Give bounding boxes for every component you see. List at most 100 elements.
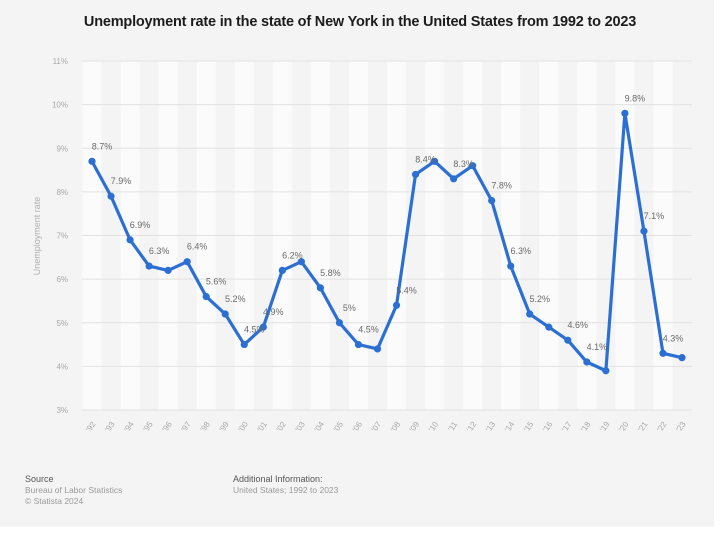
x-tick-label: '17	[560, 420, 574, 434]
data-point	[221, 310, 229, 318]
x-tick-label: '12	[465, 420, 479, 434]
data-label: 4.1%	[587, 342, 608, 352]
x-tick-label: '22	[655, 420, 669, 434]
data-point	[373, 345, 382, 353]
x-tick-label: '97	[179, 420, 193, 434]
x-tick-label: '00	[237, 420, 251, 434]
x-tick-label: '95	[141, 420, 155, 434]
data-label: 8.4%	[415, 154, 436, 164]
x-tick-label: '02	[275, 420, 289, 434]
y-tick-label: 9%	[56, 144, 68, 153]
data-point	[678, 354, 686, 362]
data-point	[411, 170, 420, 179]
gridlines	[82, 60, 692, 411]
data-point	[297, 258, 305, 266]
data-label: 9.8%	[625, 93, 646, 103]
data-label: 4.5%	[244, 325, 265, 335]
series-line	[90, 111, 684, 373]
data-point	[488, 197, 496, 205]
data-point	[183, 258, 191, 266]
x-tick-label: '03	[294, 420, 308, 434]
data-label: 6.2%	[282, 250, 303, 260]
data-point	[164, 266, 172, 274]
data-point	[507, 262, 515, 270]
data-point	[640, 227, 648, 235]
x-tick-label: '13	[484, 420, 498, 434]
data-label: 5.8%	[320, 268, 341, 278]
source-line: © Statista 2024	[25, 496, 84, 506]
data-label: 4.6%	[568, 320, 589, 330]
data-point	[126, 236, 134, 244]
data-point	[202, 292, 210, 301]
series-unemployment-rate	[88, 109, 686, 375]
y-tick-label: 10%	[52, 101, 68, 110]
x-tick-label: '10	[427, 420, 441, 434]
y-tick-label: 11%	[53, 57, 68, 66]
data-label: 6.9%	[130, 220, 151, 230]
x-tick-label: '16	[541, 420, 555, 434]
x-tick-label: '04	[313, 420, 327, 434]
data-point	[88, 157, 96, 165]
data-point	[659, 349, 667, 357]
data-point	[564, 336, 572, 344]
data-label: 6.3%	[149, 246, 170, 256]
x-tick-label: '23	[674, 420, 688, 434]
x-tick-label: '11	[446, 420, 459, 434]
x-axis-ticks: '92 '93 '94 '95 '96 '97 '98 '99 '00 '01 '02 '03 '04 '…	[84, 420, 688, 434]
x-tick-label: '07	[370, 420, 384, 434]
data-point	[145, 262, 153, 270]
data-point	[259, 323, 267, 331]
y-tick-label: 3%	[56, 406, 68, 415]
source-line: Bureau of Labor Statistics	[25, 485, 123, 495]
x-tick-label: '21	[636, 420, 650, 434]
data-label: 7.8%	[491, 181, 512, 191]
data-point	[392, 301, 401, 309]
x-tick-label: '94	[122, 420, 136, 434]
data-label: 6.3%	[510, 246, 531, 256]
x-tick-label: '14	[503, 420, 517, 434]
additional-info-block: Additional Information: United States; 1…	[233, 474, 338, 496]
source-block: Source Bureau of Labor Statistics © Stat…	[25, 474, 122, 507]
x-tick-label: '98	[198, 420, 212, 434]
x-tick-label: '06	[351, 420, 365, 434]
y-axis-ticks: 3% 4% 5% 6% 7% 8% 9% 10% 11%	[52, 57, 68, 415]
x-tick-label: '05	[332, 420, 346, 434]
data-label: 5.2%	[529, 294, 550, 304]
x-tick-label: '15	[522, 420, 536, 434]
data-label: 5.2%	[225, 294, 246, 304]
data-point	[526, 310, 534, 318]
data-point	[469, 162, 477, 170]
data-label: 6.4%	[187, 242, 208, 252]
x-tick-label: '19	[598, 420, 612, 434]
x-tick-label: '99	[218, 420, 232, 434]
data-point	[602, 367, 610, 375]
data-labels: 8.7% 7.9% 6.9% 6.3% 6.4% 5.6% 5.2% 4.5% 4.9% 6.2%…	[92, 93, 683, 352]
x-tick-label: '18	[579, 420, 593, 434]
data-point	[583, 358, 591, 366]
data-point	[278, 266, 286, 274]
x-tick-label: '92	[84, 420, 98, 434]
data-point	[450, 175, 458, 183]
data-label: 4.3%	[663, 333, 684, 343]
data-label: 5%	[343, 303, 356, 313]
x-tick-label: '96	[160, 420, 174, 434]
x-tick-label: '93	[103, 420, 117, 434]
x-tick-label: '09	[408, 420, 422, 434]
data-point	[430, 157, 439, 165]
data-label: 4.9%	[263, 307, 284, 317]
y-tick-label: 8%	[56, 188, 68, 197]
data-point	[240, 340, 248, 349]
y-tick-label: 4%	[56, 362, 68, 371]
data-point	[545, 323, 553, 331]
data-point	[354, 340, 363, 349]
y-axis-label: Unemployment rate	[32, 197, 42, 276]
data-label: 7.1%	[644, 211, 665, 221]
additional-info-heading: Additional Information:	[233, 474, 323, 484]
x-tick-label: '20	[617, 420, 631, 434]
data-point	[316, 284, 324, 292]
x-tick-label: '08	[389, 420, 403, 434]
data-label: 4.5%	[358, 325, 379, 335]
y-tick-label: 6%	[56, 275, 68, 284]
data-label: 7.9%	[111, 176, 132, 186]
